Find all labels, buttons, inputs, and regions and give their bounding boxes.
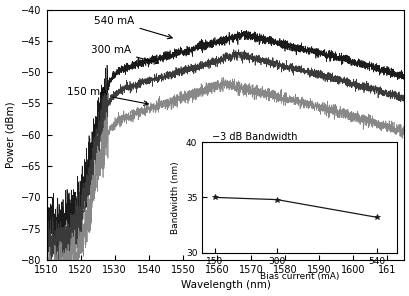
Text: 300 mA: 300 mA xyxy=(91,45,158,64)
X-axis label: Wavelength (nm): Wavelength (nm) xyxy=(180,280,270,290)
Y-axis label: Power (dBm): Power (dBm) xyxy=(6,102,16,168)
Text: 150 mA: 150 mA xyxy=(67,87,148,105)
Text: 540 mA: 540 mA xyxy=(94,16,172,39)
